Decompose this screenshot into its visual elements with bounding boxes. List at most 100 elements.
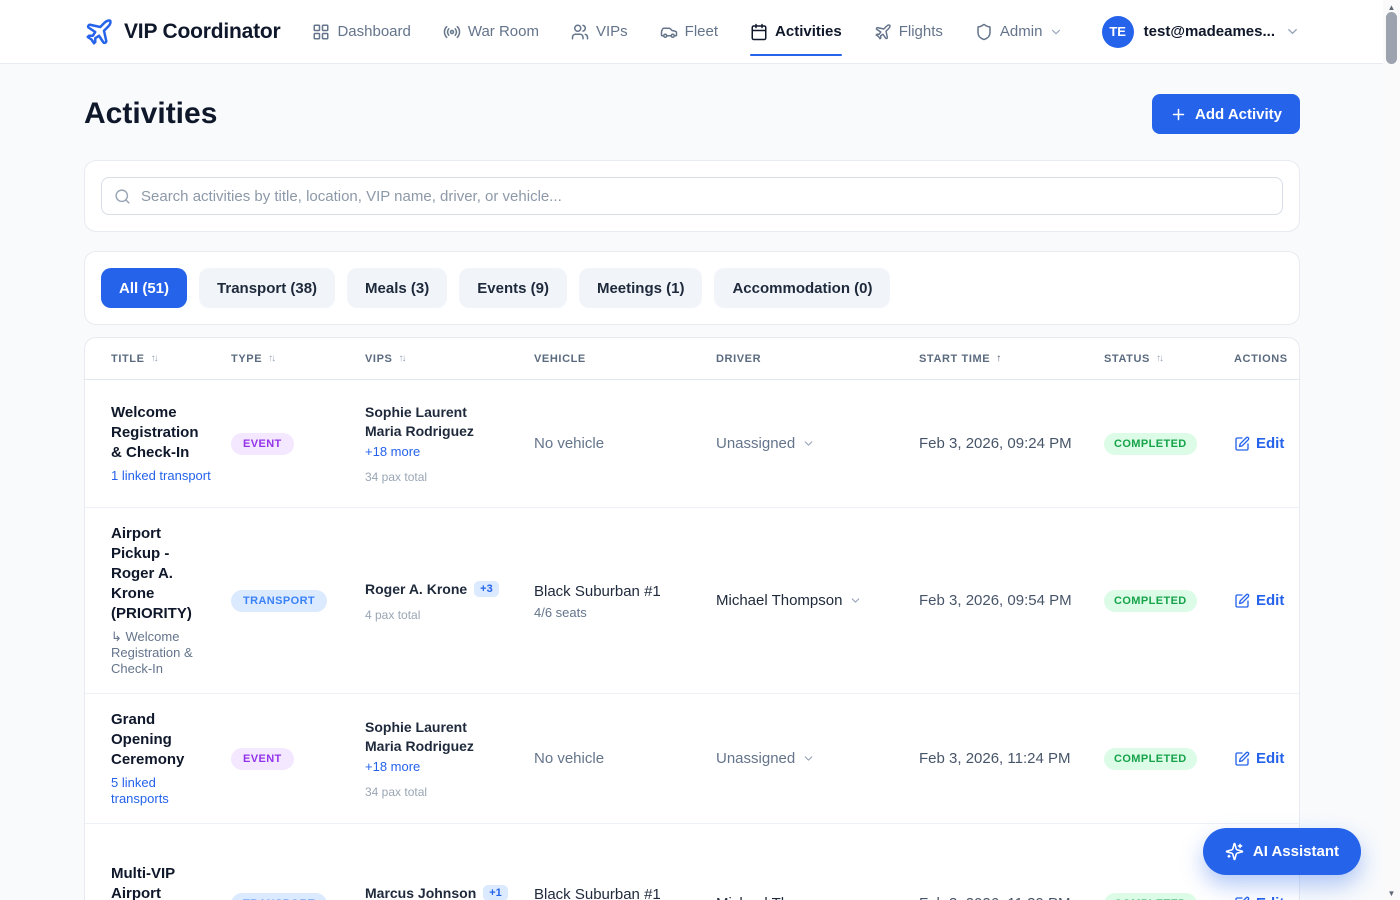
vip-name: Maria Rodriguez bbox=[365, 423, 474, 439]
nav-activities[interactable]: Activities bbox=[750, 17, 842, 56]
col-header-vips[interactable]: VIPS ↑↓ bbox=[365, 353, 534, 365]
edit-label: Edit bbox=[1256, 895, 1284, 900]
vehicle-seats: 4/6 seats bbox=[534, 604, 587, 620]
nav-war-room-label: War Room bbox=[467, 23, 539, 40]
start-time: Feb 3, 2026, 09:24 PM bbox=[919, 435, 1072, 452]
edit-label: Edit bbox=[1256, 750, 1285, 767]
edit-icon bbox=[1234, 751, 1250, 767]
nav-vips-label: VIPs bbox=[595, 23, 628, 40]
sparkles-icon bbox=[1225, 842, 1244, 861]
vertical-scrollbar[interactable]: ▲ ▼ bbox=[1383, 0, 1400, 900]
nav-fleet[interactable]: Fleet bbox=[660, 17, 718, 47]
scroll-up-arrow-icon[interactable]: ▲ bbox=[1387, 2, 1396, 12]
col-header-type[interactable]: TYPE ↑↓ bbox=[231, 353, 365, 365]
plus-icon bbox=[1170, 106, 1187, 123]
ai-assistant-label: AI Assistant bbox=[1252, 843, 1339, 860]
col-header-actions: ACTIONS bbox=[1234, 353, 1299, 365]
driver-select[interactable]: Michael Thompson bbox=[716, 895, 903, 900]
filter-tabs: All (51) Transport (38) Meals (3) Events… bbox=[84, 251, 1300, 325]
more-vips-link[interactable]: +18 more bbox=[365, 759, 421, 774]
col-actions-label: ACTIONS bbox=[1234, 352, 1288, 365]
chevron-down-icon bbox=[1049, 25, 1063, 39]
vip-name: Maria Rodriguez bbox=[365, 738, 474, 754]
activity-title: Airport Pickup - Roger A. Krone (PRIORIT… bbox=[111, 525, 192, 622]
edit-icon bbox=[1234, 593, 1250, 609]
start-time: Feb 3, 2026, 11:24 PM bbox=[919, 750, 1071, 767]
more-vips-link[interactable]: +18 more bbox=[365, 444, 421, 459]
user-menu[interactable]: TE test@madeames... bbox=[1101, 15, 1300, 48]
page-title: Activities bbox=[84, 97, 218, 130]
filter-events[interactable]: Events (9) bbox=[459, 268, 567, 308]
page-header: Activities Add Activity bbox=[84, 94, 1300, 134]
vip-extra-badge: +3 bbox=[474, 581, 499, 597]
filter-meals[interactable]: Meals (3) bbox=[347, 268, 448, 308]
top-nav: VIP Coordinator Dashboard War Room VIPs … bbox=[0, 0, 1400, 64]
brand[interactable]: VIP Coordinator bbox=[84, 17, 281, 47]
add-activity-label: Add Activity bbox=[1195, 105, 1282, 123]
type-badge: TRANSPORT bbox=[231, 589, 328, 612]
scroll-down-arrow-icon[interactable]: ▼ bbox=[1387, 888, 1396, 898]
vip-name: Marcus Johnson bbox=[365, 884, 477, 900]
calendar-icon bbox=[750, 23, 768, 41]
shield-icon bbox=[975, 23, 993, 41]
nav-admin[interactable]: Admin bbox=[975, 17, 1064, 47]
linked-transport-link[interactable]: 5 linked transports bbox=[111, 775, 169, 806]
activities-table: TITLE ↑↓ TYPE ↑↓ VIPS ↑↓ VEHICLE DRIVER STA… bbox=[84, 337, 1300, 900]
search-box[interactable] bbox=[101, 177, 1283, 215]
col-header-title[interactable]: TITLE ↑↓ bbox=[85, 353, 231, 365]
filter-transport[interactable]: Transport (38) bbox=[199, 268, 336, 308]
nav-dashboard[interactable]: Dashboard bbox=[312, 17, 411, 47]
sort-icon[interactable]: ↑↓ bbox=[398, 353, 406, 364]
sort-icon[interactable]: ↑↓ bbox=[268, 353, 276, 364]
edit-button[interactable]: Edit bbox=[1234, 895, 1284, 900]
nav-activities-label: Activities bbox=[775, 23, 842, 40]
edit-button[interactable]: Edit bbox=[1234, 750, 1285, 767]
type-badge: TRANSPORT bbox=[231, 892, 328, 900]
filter-all[interactable]: All (51) bbox=[101, 268, 188, 308]
search-input[interactable] bbox=[141, 187, 1270, 205]
vehicle-name: Black Suburban #1 bbox=[534, 885, 661, 900]
col-start-time-label: START TIME bbox=[919, 352, 991, 365]
sort-icon[interactable]: ↑↓ bbox=[1155, 353, 1164, 364]
driver-name: Unassigned bbox=[716, 435, 796, 452]
nav-flights[interactable]: Flights bbox=[874, 17, 943, 47]
filter-accommodation[interactable]: Accommodation (0) bbox=[714, 268, 891, 308]
table-header-row: TITLE ↑↓ TYPE ↑↓ VIPS ↑↓ VEHICLE DRIVER STA… bbox=[85, 338, 1299, 380]
nav-war-room[interactable]: War Room bbox=[443, 17, 539, 47]
chevron-down-icon bbox=[849, 594, 862, 607]
driver-select[interactable]: Michael Thompson bbox=[716, 592, 903, 609]
ai-assistant-button[interactable]: AI Assistant bbox=[1202, 828, 1361, 875]
vehicle-value: No vehicle bbox=[534, 434, 605, 452]
users-icon bbox=[571, 23, 589, 41]
status-badge: COMPLETED bbox=[1104, 747, 1197, 770]
main-nav: Dashboard War Room VIPs Fleet Activities… bbox=[312, 17, 1064, 56]
edit-button[interactable]: Edit bbox=[1234, 592, 1285, 609]
nav-fleet-label: Fleet bbox=[684, 23, 719, 40]
sort-icon[interactable]: ↑↓ bbox=[150, 353, 159, 364]
table-row: Welcome Registration & Check-In 1 linked… bbox=[85, 380, 1299, 508]
driver-select[interactable]: Unassigned bbox=[716, 750, 903, 767]
type-badge: EVENT bbox=[231, 432, 294, 455]
driver-select[interactable]: Unassigned bbox=[716, 435, 903, 452]
edit-icon bbox=[1234, 896, 1250, 900]
linked-parent-ref: ↳ Welcome Registration & Check-In bbox=[111, 629, 193, 676]
edit-label: Edit bbox=[1256, 592, 1285, 609]
col-header-status[interactable]: STATUS ↑↓ bbox=[1104, 353, 1234, 365]
filter-meetings[interactable]: Meetings (1) bbox=[578, 268, 703, 308]
col-header-start-time[interactable]: START TIME ↑ bbox=[919, 353, 1104, 365]
avatar[interactable]: TE bbox=[1101, 15, 1134, 48]
dashboard-grid-icon bbox=[312, 23, 330, 41]
scrollbar-thumb[interactable] bbox=[1386, 12, 1397, 64]
vip-name: Sophie Laurent bbox=[365, 719, 467, 735]
activity-title: Grand Opening Ceremony bbox=[111, 711, 185, 768]
search-icon bbox=[114, 188, 131, 205]
nav-vips[interactable]: VIPs bbox=[571, 17, 628, 47]
chevron-down-icon bbox=[802, 437, 815, 450]
add-activity-button[interactable]: Add Activity bbox=[1152, 94, 1300, 134]
edit-button[interactable]: Edit bbox=[1234, 435, 1284, 452]
type-badge: EVENT bbox=[231, 747, 294, 770]
linked-transport-link[interactable]: 1 linked transport bbox=[111, 468, 211, 483]
sort-ascending-icon[interactable]: ↑ bbox=[996, 353, 1002, 364]
vehicle-value: No vehicle bbox=[534, 749, 605, 767]
activity-title: Welcome Registration & Check-In bbox=[111, 404, 199, 461]
